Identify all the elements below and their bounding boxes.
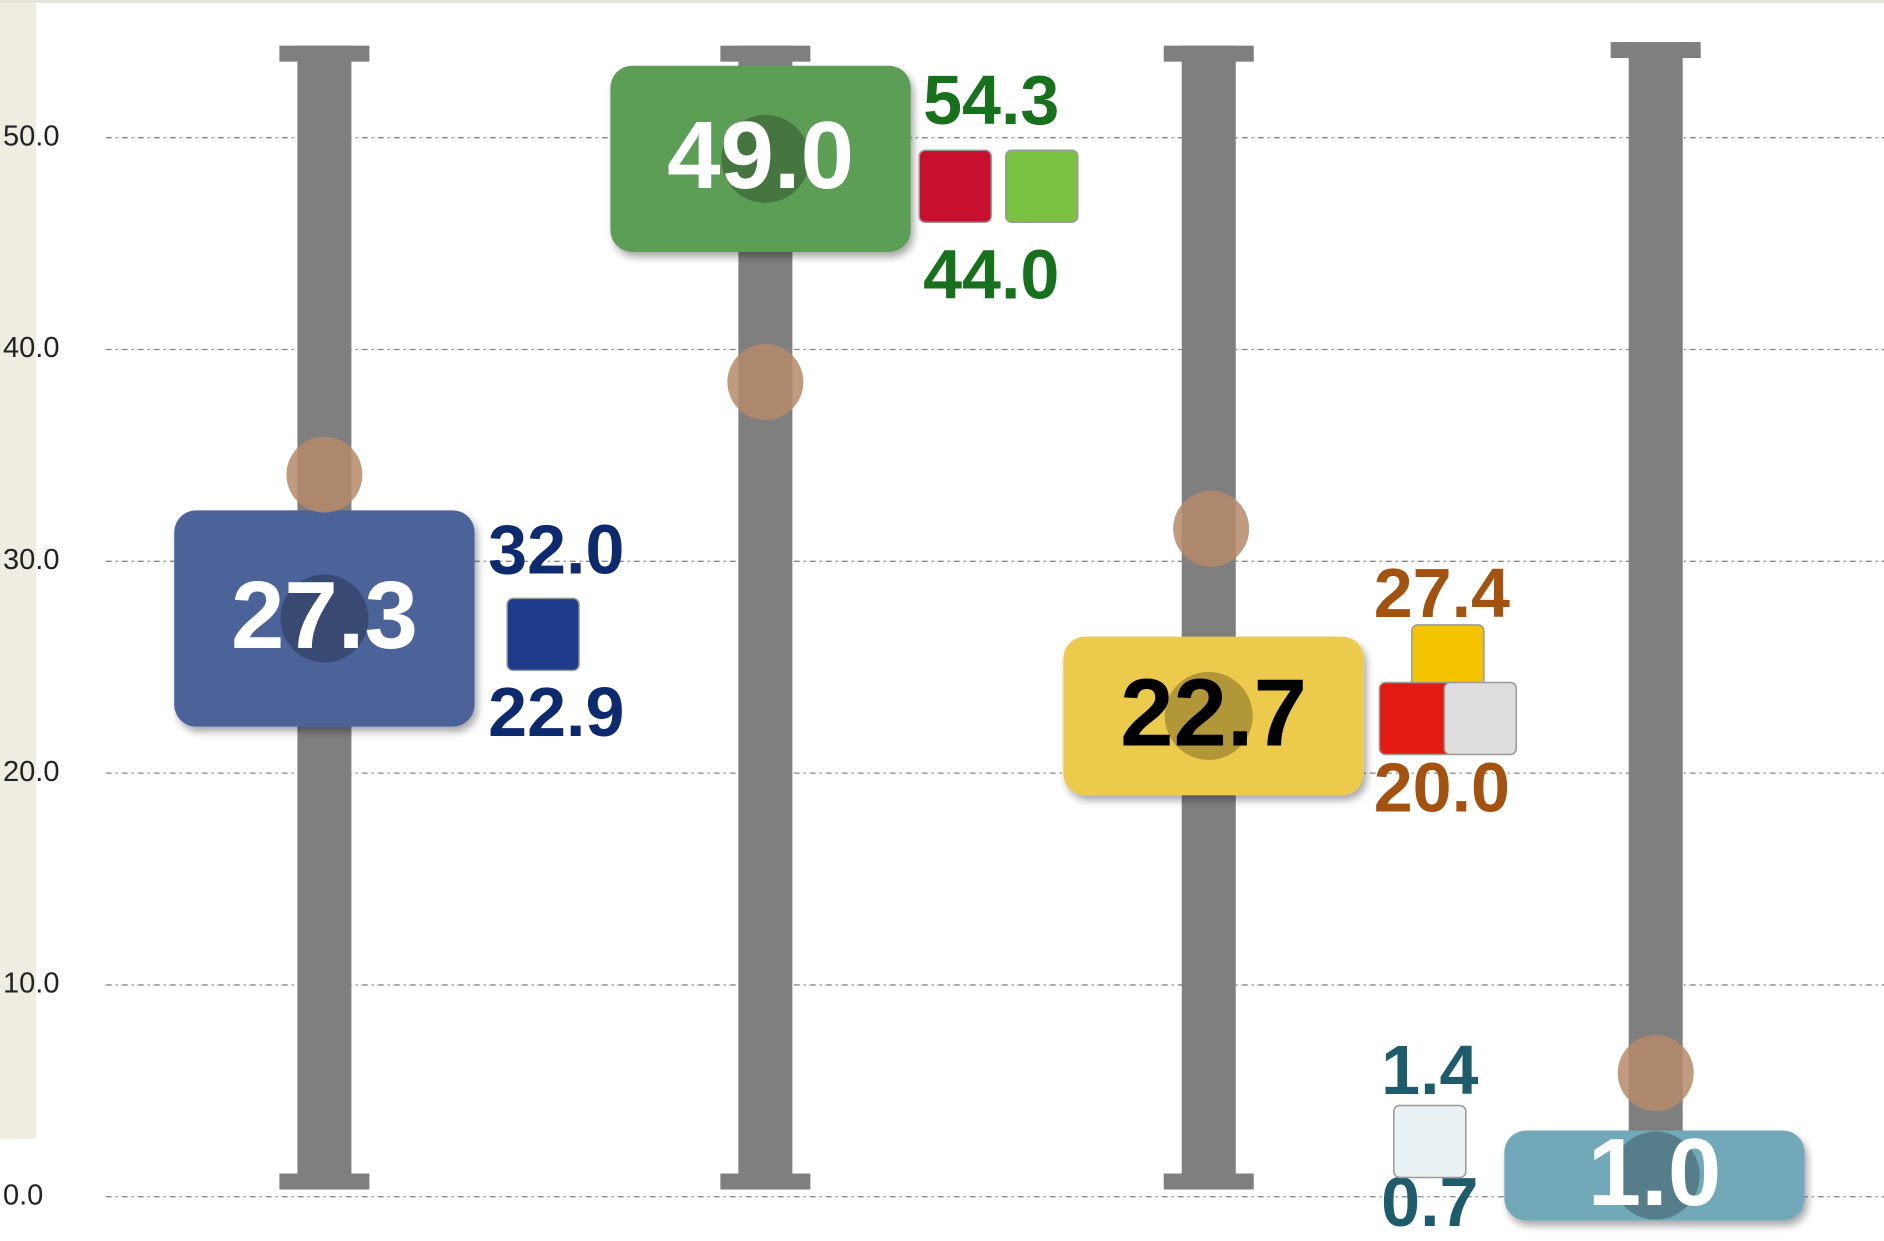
party-logo xyxy=(1378,681,1453,756)
value-dot xyxy=(1164,671,1253,760)
value-box xyxy=(610,65,911,252)
low-label: 22.9 xyxy=(488,673,624,751)
top-border xyxy=(0,0,1884,3)
high-label: 32.0 xyxy=(488,511,624,589)
party-logo xyxy=(506,597,580,672)
value-dot xyxy=(280,574,369,663)
value-label: 22.7 xyxy=(1120,659,1307,766)
value-dot xyxy=(1611,1131,1700,1220)
low-label: 44.0 xyxy=(923,235,1059,313)
y-tick-label: 50.0 xyxy=(3,120,59,152)
party-logo xyxy=(1443,681,1518,756)
value-dot xyxy=(721,114,810,203)
stand-pole xyxy=(1628,42,1683,1190)
stand-cap xyxy=(1163,45,1254,62)
side-strip xyxy=(0,0,36,1139)
party-logo xyxy=(1393,1104,1467,1179)
value-label: 1.0 xyxy=(1588,1119,1721,1226)
low-label: 20.0 xyxy=(1374,748,1510,826)
high-label: 1.4 xyxy=(1381,1031,1478,1109)
party-logo xyxy=(1004,149,1079,223)
party-logo xyxy=(918,149,992,223)
value-label: 27.3 xyxy=(231,562,418,669)
y-tick-label: 30.0 xyxy=(3,544,59,576)
high-label: 54.3 xyxy=(923,61,1059,139)
candidate-photo xyxy=(286,436,363,513)
stand-cap xyxy=(720,45,811,62)
stand-foot xyxy=(279,1173,370,1190)
y-tick-label: 40.0 xyxy=(3,332,59,364)
value-label: 49.0 xyxy=(667,102,854,209)
candidate-photo xyxy=(1617,1034,1694,1111)
value-box xyxy=(1063,636,1364,796)
candidate-photo xyxy=(1173,490,1250,567)
stand-foot xyxy=(720,1173,811,1190)
candidate-photo xyxy=(727,344,804,421)
stand-foot xyxy=(1163,1173,1254,1190)
y-tick-label: 10.0 xyxy=(3,968,59,1000)
stand-cap xyxy=(279,45,370,62)
stand-cap xyxy=(1610,42,1701,59)
high-label: 27.4 xyxy=(1374,554,1510,632)
value-box xyxy=(174,510,475,727)
y-tick-label: 0.0 xyxy=(3,1179,43,1211)
y-tick-label: 20.0 xyxy=(3,756,59,788)
value-box xyxy=(1504,1130,1805,1221)
stand-pole xyxy=(1181,45,1236,1190)
